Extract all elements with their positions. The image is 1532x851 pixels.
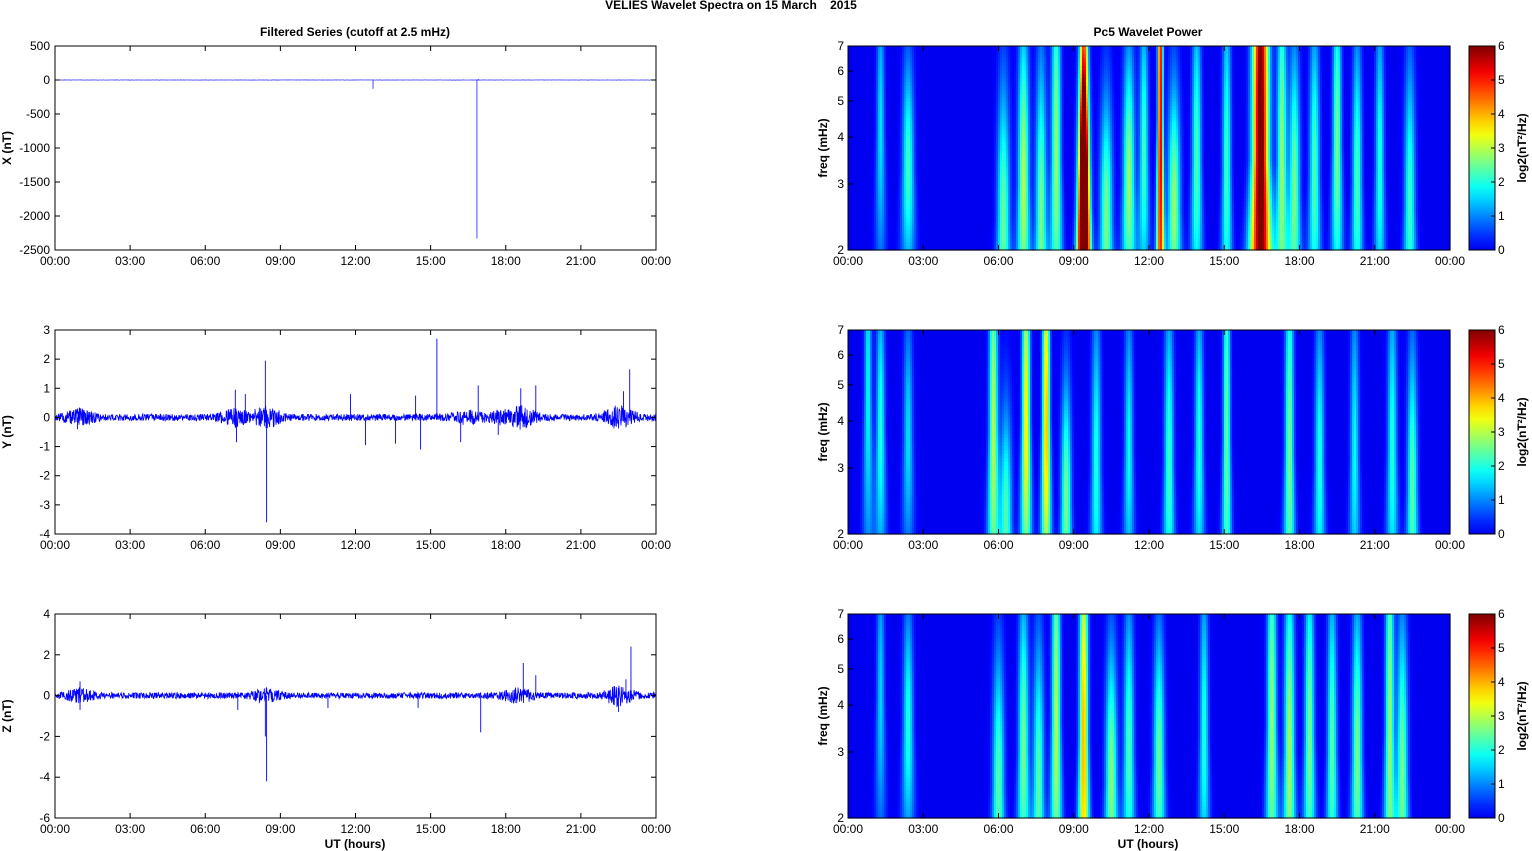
z-series-xtick-label: 15:00 <box>416 822 446 836</box>
x-series-plot-area <box>55 46 656 250</box>
y-series-ytick-label: 2 <box>43 352 50 366</box>
y-series-xtick-label: 18:00 <box>491 538 521 552</box>
z-series-xtick-label: 18:00 <box>491 822 521 836</box>
y-series-xtick-label: 03:00 <box>115 538 145 552</box>
z-series-plot-area <box>55 614 656 818</box>
x-series-xtick-label: 06:00 <box>190 254 220 268</box>
z-series-xtick-label: 21:00 <box>566 822 596 836</box>
right-xlabel: UT (hours) <box>1118 837 1179 851</box>
z-series-ytick-label: -4 <box>39 770 50 784</box>
y-series-ytick-label: 3 <box>43 323 50 337</box>
x-series-xtick-label: 12:00 <box>340 254 370 268</box>
z-series-xtick-label: 12:00 <box>340 822 370 836</box>
right-column-title: Pc5 Wavelet Power <box>1094 25 1203 39</box>
x-series-ytick-label: -1000 <box>19 141 50 155</box>
x-series-ytick-label: -2000 <box>19 209 50 223</box>
x-series-xtick-label: 00:00 <box>40 254 70 268</box>
y-series-xtick-label: 12:00 <box>340 538 370 552</box>
z-series-ytick-label: 0 <box>43 689 50 703</box>
z-series-ytick-label: 2 <box>43 648 50 662</box>
y-series-xtick-label: 21:00 <box>566 538 596 552</box>
x-series-xtick-label: 21:00 <box>566 254 596 268</box>
y-series-xtick-label: 00:00 <box>641 538 671 552</box>
y-series-ytick-label: -3 <box>39 498 50 512</box>
figure-title: VELIES Wavelet Spectra on 15 March 2015 <box>605 0 857 12</box>
y-series-ylabel: Y (nT) <box>0 415 14 449</box>
x-series-ylabel: X (nT) <box>0 131 14 165</box>
y-series-ytick-label: 1 <box>43 381 50 395</box>
x-series-xtick-label: 15:00 <box>416 254 446 268</box>
y-series-xtick-label: 09:00 <box>265 538 295 552</box>
x-series-ytick-label: 0 <box>43 73 50 87</box>
z-series-ytick-label: 4 <box>43 607 50 621</box>
z-series-xtick-label: 00:00 <box>641 822 671 836</box>
x-series-ytick-label: -500 <box>26 107 50 121</box>
x-series-xtick-label: 09:00 <box>265 254 295 268</box>
y-series-ytick-label: -1 <box>39 440 50 454</box>
z-series-xtick-label: 06:00 <box>190 822 220 836</box>
y-series-ytick-label: -2 <box>39 469 50 483</box>
left-column-title: Filtered Series (cutoff at 2.5 mHz) <box>260 25 450 39</box>
z-series-xtick-label: 09:00 <box>265 822 295 836</box>
y-series-xtick-label: 15:00 <box>416 538 446 552</box>
z-series-xtick-label: 03:00 <box>115 822 145 836</box>
x-series-xtick-label: 03:00 <box>115 254 145 268</box>
z-series-ylabel: Z (nT) <box>0 699 14 732</box>
left-xlabel: UT (hours) <box>325 837 386 851</box>
x-series-ytick-label: 500 <box>30 39 50 53</box>
x-series-ytick-label: -1500 <box>19 175 50 189</box>
x-series-xtick-label: 18:00 <box>491 254 521 268</box>
y-series-ytick-label: 0 <box>43 410 50 424</box>
x-wavelet-cells <box>848 46 1451 251</box>
y-series-xtick-label: 06:00 <box>190 538 220 552</box>
y-series-plot-area <box>55 330 656 534</box>
z-series-xtick-label: 00:00 <box>40 822 70 836</box>
x-series-xtick-label: 00:00 <box>641 254 671 268</box>
z-series-ytick-label: -2 <box>39 729 50 743</box>
y-series-xtick-label: 00:00 <box>40 538 70 552</box>
